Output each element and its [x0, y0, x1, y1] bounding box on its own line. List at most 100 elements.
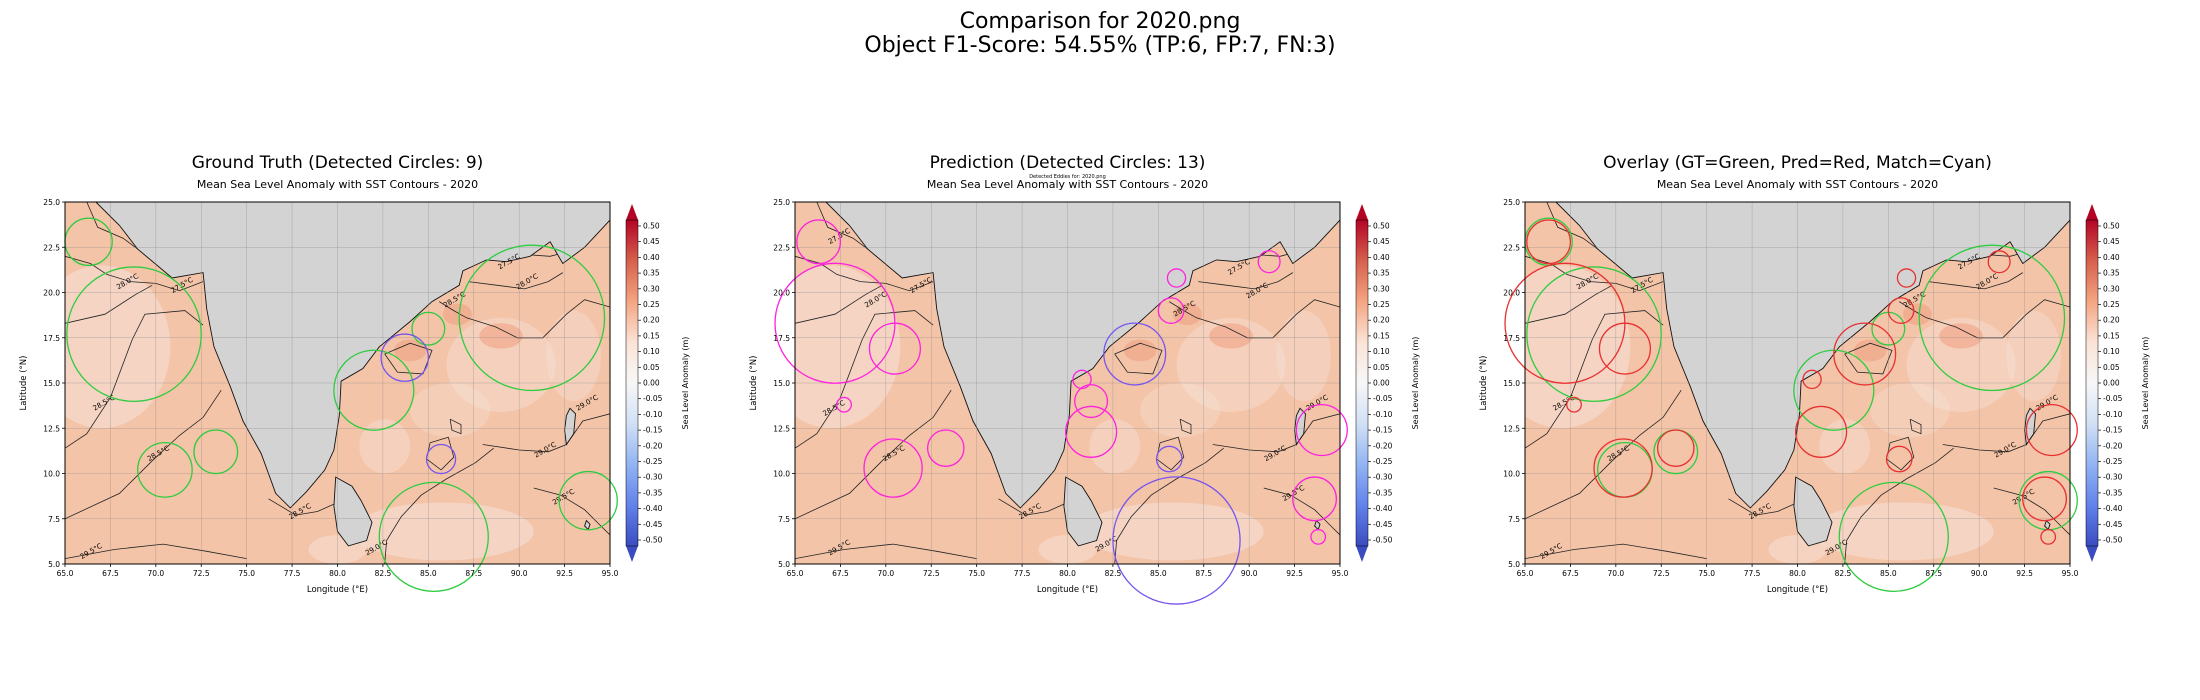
- x-tick-label: 80.0: [329, 569, 346, 578]
- sst-contour: [795, 543, 977, 559]
- x-tick-label: 70.0: [147, 569, 164, 578]
- y-tick-label: 17.5: [43, 334, 60, 343]
- colorbar-tick-label: -0.35: [2103, 488, 2123, 497]
- prediction-circle: [1887, 297, 1915, 324]
- anomaly-blob: [359, 419, 411, 474]
- y-tick-label: 15.0: [773, 379, 790, 388]
- x-tick-label: 85.0: [420, 569, 437, 578]
- prediction-circle: [868, 322, 922, 375]
- anomaly-blob: [1082, 502, 1264, 561]
- anomaly-blob: [1525, 265, 1631, 429]
- landmass-island: [564, 407, 576, 446]
- chart-svg: Ground Truth (Detected Circles: 9) Mean S…: [19, 153, 690, 595]
- colorbar-tick-label: -0.10: [643, 410, 663, 419]
- colorbar-tick-label: 0.35: [2103, 269, 2120, 278]
- colorbar: [1355, 219, 1369, 547]
- prediction-circle: [1166, 268, 1187, 288]
- colorbar-bottom-arrow: [2086, 546, 2098, 562]
- x-axis-label: Longitude (°E): [1037, 585, 1098, 595]
- colorbar-tick-label: -0.45: [1373, 520, 1393, 529]
- anomaly-hotspot: [1209, 323, 1253, 349]
- y-tick-label: 5.0: [48, 560, 60, 569]
- sst-contour: [1909, 418, 1922, 435]
- colorbar-tick-label: 0.00: [1373, 379, 1390, 388]
- colorbar-tick-label: 0.30: [2103, 284, 2120, 293]
- x-tick-label: 65.0: [787, 569, 804, 578]
- y-axis-label: Latitude (°N): [1479, 356, 1489, 411]
- x-tick-label: 75.0: [238, 569, 255, 578]
- prediction-circle: [1795, 405, 1848, 458]
- colorbar-tick-label: -0.40: [2103, 504, 2123, 513]
- x-tick-label: 77.5: [1744, 569, 1761, 578]
- sst-contour: [65, 284, 153, 324]
- prediction-circle: [1072, 369, 1092, 390]
- sst-contour: [384, 447, 494, 564]
- colorbar-tick-label: 0.40: [2103, 253, 2120, 262]
- ground-truth-circle: [458, 244, 606, 392]
- x-tick-label: 72.5: [193, 569, 210, 578]
- y-tick-label: 10.0: [773, 470, 790, 479]
- sst-contour: [65, 543, 247, 559]
- colorbar-tick-label: 0.20: [643, 316, 660, 325]
- ground-truth-circle: [1918, 244, 2066, 392]
- ground-truth-circle: [378, 481, 489, 593]
- y-tick-label: 25.0: [1503, 198, 1520, 207]
- sst-contour: [468, 272, 564, 290]
- colorbar-tick-label: 0.30: [1373, 284, 1390, 293]
- prediction-circle: [380, 333, 429, 382]
- colorbar-tick-label: -0.05: [2103, 394, 2123, 403]
- x-tick-label: 90.0: [511, 569, 528, 578]
- y-tick-label: 15.0: [1503, 379, 1520, 388]
- colorbar-tick-label: -0.30: [1373, 473, 1393, 482]
- chart-title: Mean Sea Level Anomaly with SST Contours…: [197, 178, 478, 191]
- prediction-circle: [425, 443, 457, 475]
- colorbar-tick-label: -0.50: [1373, 536, 1393, 545]
- prediction-circle: [1987, 250, 2011, 274]
- colorbar-tick-label: -0.20: [643, 441, 663, 450]
- y-tick-label: 20.0: [43, 289, 60, 298]
- chart-svg: Overlay (GT=Green, Pred=Red, Match=Cyan)…: [1479, 153, 2150, 595]
- ground-truth-circle: [411, 311, 446, 346]
- y-tick-label: 25.0: [773, 198, 790, 207]
- anomaly-blob: [352, 502, 534, 561]
- colorbar-bottom-arrow: [1356, 546, 1368, 562]
- x-tick-label: 77.5: [1014, 569, 1031, 578]
- figure-subtitle-f1-score: Object F1-Score: 54.55% (TP:6, FP:7, FN:…: [864, 33, 1336, 58]
- x-tick-label: 95.0: [602, 569, 619, 578]
- colorbar-tick-label: 0.45: [2103, 237, 2120, 246]
- y-tick-label: 12.5: [43, 424, 60, 433]
- chart-title: Mean Sea Level Anomaly with SST Contours…: [927, 178, 1208, 191]
- y-tick-label: 7.5: [778, 515, 790, 524]
- anomaly-hotspot: [1853, 339, 1887, 362]
- x-tick-label: 75.0: [1698, 569, 1715, 578]
- y-tick-label: 12.5: [773, 424, 790, 433]
- colorbar-tick-label: 0.05: [1373, 363, 1390, 372]
- x-tick-label: 77.5: [284, 569, 301, 578]
- x-tick-label: 95.0: [1332, 569, 1349, 578]
- y-tick-label: 22.5: [43, 243, 60, 252]
- prediction-circle: [2022, 476, 2068, 522]
- prediction-circle: [1566, 396, 1582, 413]
- colorbar-tick-label: -0.35: [1373, 488, 1393, 497]
- prediction-circle: [1802, 369, 1822, 390]
- anomaly-hotspot: [393, 339, 427, 362]
- prediction-circle: [1065, 405, 1118, 458]
- colorbar-tick-label: 0.10: [643, 347, 660, 356]
- y-tick-label: 7.5: [48, 515, 60, 524]
- colorbar-tick-label: 0.35: [643, 269, 660, 278]
- sst-contour: [1525, 284, 1613, 324]
- landmass-island: [1793, 476, 1833, 547]
- prediction-circle: [2040, 528, 2057, 545]
- colorbar-tick-label: -0.15: [2103, 426, 2123, 435]
- sst-contour: [1993, 487, 2070, 536]
- colorbar-tick-label: 0.45: [1373, 237, 1390, 246]
- y-tick-label: 12.5: [1503, 424, 1520, 433]
- ground-truth-circle: [1838, 481, 1949, 593]
- colorbar-tick-label: 0.10: [2103, 347, 2120, 356]
- anomaly-hotspot: [1939, 323, 1983, 349]
- prediction-circle: [1593, 438, 1653, 498]
- x-tick-label: 92.5: [2016, 569, 2033, 578]
- sst-contour: [1525, 310, 1664, 449]
- x-tick-label: 87.5: [1925, 569, 1942, 578]
- ground-truth-circle: [333, 349, 415, 431]
